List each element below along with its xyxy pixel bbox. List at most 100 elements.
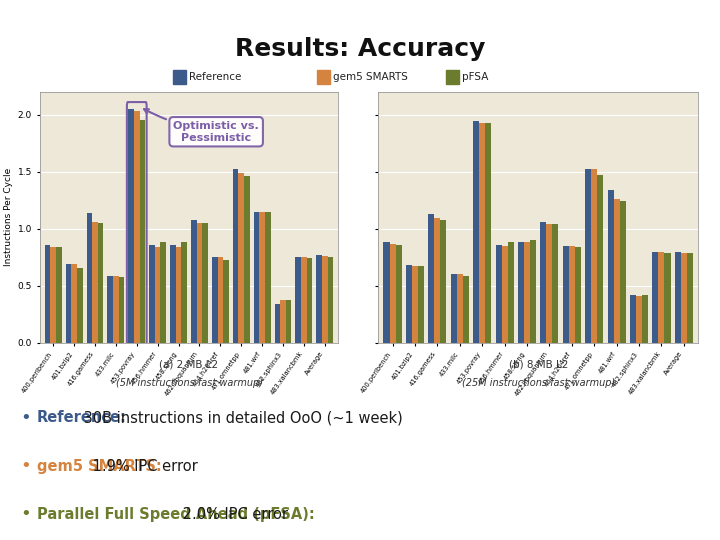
Bar xyxy=(119,276,125,343)
Bar xyxy=(642,295,648,343)
Bar xyxy=(173,70,186,84)
Bar xyxy=(317,70,330,84)
Bar xyxy=(170,245,176,343)
Bar xyxy=(107,275,113,343)
Text: Optimistic vs.
Pessimistic: Optimistic vs. Pessimistic xyxy=(144,109,259,143)
Bar xyxy=(265,212,271,343)
Text: (5M instructions fast warmup): (5M instructions fast warmup) xyxy=(115,378,263,388)
Text: pFSA: pFSA xyxy=(462,72,489,82)
Bar xyxy=(328,257,333,343)
Bar xyxy=(212,257,217,343)
Bar xyxy=(620,201,626,343)
Bar xyxy=(161,242,166,343)
Bar xyxy=(530,240,536,343)
Bar xyxy=(636,296,642,343)
Text: Reference:: Reference: xyxy=(37,410,127,426)
Bar xyxy=(253,212,259,343)
Bar xyxy=(687,253,693,343)
Text: •: • xyxy=(20,505,31,523)
Bar xyxy=(113,275,119,343)
Bar xyxy=(197,223,202,343)
Bar xyxy=(451,274,456,343)
Text: 2021-02-25 | 16: 2021-02-25 | 16 xyxy=(628,10,711,21)
Bar xyxy=(86,213,92,343)
Bar xyxy=(463,275,469,343)
Bar xyxy=(217,257,223,343)
Bar xyxy=(518,242,524,343)
Bar xyxy=(418,266,424,343)
Bar xyxy=(77,267,83,343)
Text: (b) 8 MB L2: (b) 8 MB L2 xyxy=(508,359,568,369)
Bar xyxy=(675,252,681,343)
Bar xyxy=(480,123,485,343)
Text: gem5 SMARTS:: gem5 SMARTS: xyxy=(37,458,161,474)
Bar xyxy=(274,304,280,343)
Bar xyxy=(665,253,670,343)
Bar xyxy=(238,173,244,343)
Bar xyxy=(540,222,546,343)
Bar xyxy=(45,245,50,343)
Bar xyxy=(50,247,56,343)
Text: Uppsala University: Uppsala University xyxy=(9,10,107,20)
Bar xyxy=(575,247,581,343)
Bar xyxy=(406,265,412,343)
Bar xyxy=(66,264,71,343)
Bar xyxy=(295,257,301,343)
Bar xyxy=(412,266,418,343)
Bar xyxy=(71,264,77,343)
Bar xyxy=(441,220,446,343)
Text: 30B instructions in detailed OoO (~1 week): 30B instructions in detailed OoO (~1 wee… xyxy=(79,410,403,426)
Bar xyxy=(307,259,312,343)
Text: •: • xyxy=(20,409,31,427)
Text: •: • xyxy=(20,457,31,475)
Bar xyxy=(508,242,513,343)
Bar xyxy=(524,242,530,343)
Bar xyxy=(563,246,569,343)
Bar xyxy=(473,122,480,343)
Bar xyxy=(652,252,658,343)
Bar xyxy=(591,170,597,343)
Bar xyxy=(244,176,250,343)
Bar xyxy=(502,246,508,343)
Bar xyxy=(259,212,265,343)
Bar xyxy=(552,224,559,343)
Bar xyxy=(546,224,552,343)
Bar xyxy=(630,295,636,343)
Bar xyxy=(56,247,62,343)
Text: Reference: Reference xyxy=(189,72,241,82)
Bar xyxy=(202,223,208,343)
Bar xyxy=(390,244,395,343)
Bar xyxy=(485,123,491,343)
Bar xyxy=(585,170,591,343)
Bar xyxy=(446,70,459,84)
Bar xyxy=(134,111,140,343)
Bar xyxy=(322,256,328,343)
Bar xyxy=(597,175,603,343)
Text: 1.9% IPC error: 1.9% IPC error xyxy=(88,458,198,474)
Bar xyxy=(456,274,463,343)
Bar xyxy=(316,255,322,343)
Bar xyxy=(613,199,620,343)
Text: gem5 SMARTS: gem5 SMARTS xyxy=(333,72,408,82)
Bar xyxy=(149,245,155,343)
Bar xyxy=(223,260,229,343)
Bar xyxy=(181,242,187,343)
Text: (a) 2 MB L2: (a) 2 MB L2 xyxy=(159,359,219,369)
Bar xyxy=(395,245,402,343)
Bar xyxy=(301,257,307,343)
Bar xyxy=(434,219,441,343)
Bar xyxy=(658,252,665,343)
Bar xyxy=(384,242,390,343)
Bar xyxy=(569,246,575,343)
Bar xyxy=(140,120,145,343)
Bar xyxy=(495,245,502,343)
Text: 2.0% IPC error: 2.0% IPC error xyxy=(178,507,288,522)
Bar xyxy=(681,253,687,343)
Bar xyxy=(280,300,286,343)
Bar xyxy=(176,247,181,343)
Bar xyxy=(286,300,292,343)
Y-axis label: Instructions Per Cycle: Instructions Per Cycle xyxy=(4,168,14,266)
Text: Results: Accuracy: Results: Accuracy xyxy=(235,37,485,61)
Bar xyxy=(233,170,238,343)
Bar xyxy=(155,247,161,343)
